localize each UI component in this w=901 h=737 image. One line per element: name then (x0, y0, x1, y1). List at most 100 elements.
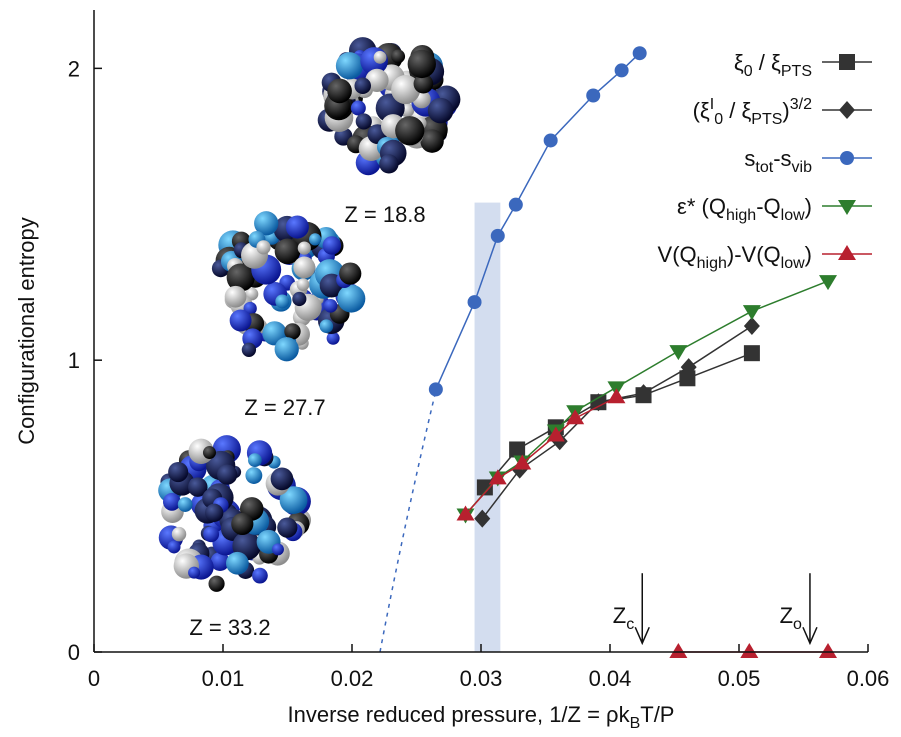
text-part: ) (805, 194, 812, 219)
text-part: ) (782, 98, 789, 123)
text-part: s (744, 146, 755, 171)
marker-tri-up (819, 643, 838, 658)
marker-square (839, 54, 855, 70)
text-part: B (630, 715, 641, 732)
text-part: Configurational entropy (14, 217, 39, 444)
particle (171, 526, 187, 542)
marker-circle (467, 295, 482, 310)
x-tick-label: 0.01 (202, 666, 245, 691)
marker-square (743, 345, 760, 362)
particle (391, 75, 421, 105)
particle (327, 78, 352, 104)
text-part: ε* (Q (677, 194, 726, 219)
particle (285, 215, 309, 239)
text-part: / ξ (723, 98, 751, 123)
series-line (435, 52, 641, 390)
fit-extrapolation (379, 389, 437, 653)
y-tick-label: 2 (68, 56, 80, 81)
text-part: vib (792, 159, 813, 176)
marker-tri-up (566, 409, 585, 425)
marker-square (509, 441, 526, 458)
particle (271, 543, 284, 556)
cluster-images: Z = 18.8 Z = 27.7 Z = 33.2 (158, 37, 461, 640)
text-part: high (726, 207, 756, 224)
marker-tri-up (669, 643, 688, 658)
marker-diamond (743, 317, 760, 336)
x-tick-label: 0.03 (460, 666, 503, 691)
text-part: o (793, 616, 802, 633)
particle (319, 319, 334, 334)
particle (177, 497, 193, 512)
particle (354, 77, 371, 95)
particle (365, 68, 389, 92)
y-axis-label: Configurational entropy (14, 217, 39, 444)
text-part: -s (773, 146, 791, 171)
particle (293, 256, 316, 279)
marker-diamond (474, 509, 491, 528)
marker-tri-up (607, 388, 626, 404)
text-part: tot (755, 159, 773, 176)
particle (226, 551, 249, 575)
particle (335, 52, 364, 80)
marker-diamond (590, 393, 607, 412)
legend-label: ξ0 / ξPTS (734, 50, 812, 80)
particle (292, 291, 307, 307)
particle (339, 262, 362, 285)
text-part: V(Q (658, 242, 697, 267)
text-part: 3/2 (790, 96, 812, 113)
text-part: low (781, 207, 805, 224)
marker-circle (840, 151, 854, 165)
particle (337, 284, 366, 313)
marker-square (476, 479, 493, 496)
text-part: -Q (756, 194, 780, 219)
particle (274, 337, 299, 362)
particle (205, 503, 224, 522)
particle (208, 575, 225, 592)
legend-label: (ξI0 / ξPTS)3/2 (693, 96, 813, 128)
x-tick-label: 0.06 (847, 666, 890, 691)
x-tick-label: 0.04 (589, 666, 632, 691)
text-part: PTS (781, 63, 812, 80)
highlight-band (474, 202, 501, 652)
marker-tri-up (838, 245, 856, 260)
text-part: Inverse reduced pressure, 1/Z = ρk (288, 702, 631, 727)
particle (373, 50, 387, 64)
particle (350, 100, 366, 116)
particle (203, 526, 220, 543)
particle (167, 540, 181, 554)
particle (226, 263, 255, 292)
particle (224, 285, 247, 308)
text-part: (ξ (693, 98, 710, 123)
particle (297, 241, 311, 255)
particle (277, 517, 298, 538)
marker-diamond (635, 384, 652, 403)
particle (202, 446, 216, 460)
arrow-label: Zc (613, 603, 634, 633)
particle (326, 331, 340, 345)
particle (323, 298, 338, 313)
legend-label: V(Qhigh)-V(Qlow) (658, 242, 812, 272)
marker-tri-down (742, 305, 761, 321)
particle (254, 211, 279, 236)
cluster-label: Z = 33.2 (189, 615, 270, 640)
text-part: I (710, 96, 714, 113)
text-part: 0 (744, 63, 753, 80)
series-line (481, 325, 753, 520)
text-part: low (781, 255, 805, 272)
particle (275, 294, 290, 309)
particle (379, 154, 399, 174)
legend-label: stot-svib (744, 146, 812, 176)
series-line (464, 396, 829, 653)
x-tick-label: 0.05 (718, 666, 761, 691)
particle (210, 551, 230, 572)
marker-tri-up (488, 469, 507, 485)
marker-circle (508, 197, 523, 212)
marker-tri-up (513, 454, 532, 470)
plot-area: 0 0.01 0.02 0.03 0.04 0.05 0.06 0 1 2 Inverse redu… (14, 46, 889, 732)
marker-circle (543, 133, 558, 148)
text-part: Z (780, 603, 793, 628)
particle (168, 461, 189, 483)
particle (245, 467, 263, 484)
marker-circle (490, 228, 505, 243)
